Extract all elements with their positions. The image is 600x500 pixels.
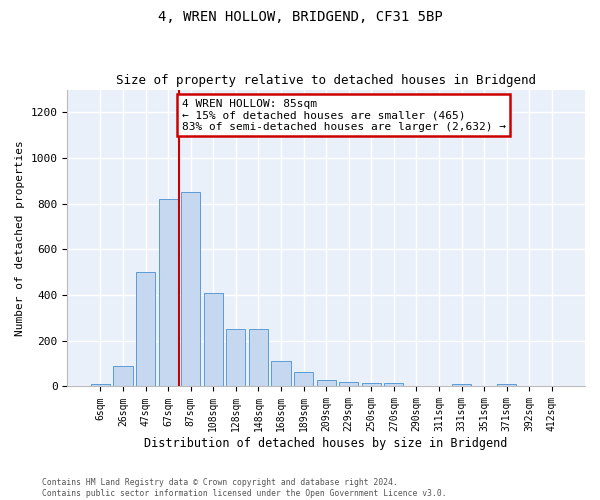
Bar	[317, 380, 336, 386]
Text: Contains HM Land Registry data © Crown copyright and database right 2024.
Contai: Contains HM Land Registry data © Crown c…	[42, 478, 446, 498]
Bar	[271, 362, 290, 386]
Y-axis label: Number of detached properties: Number of detached properties	[15, 140, 25, 336]
Bar	[203, 293, 223, 386]
Bar	[362, 383, 381, 386]
Bar	[158, 199, 178, 386]
Bar	[384, 383, 403, 386]
Bar	[91, 384, 110, 386]
Bar	[452, 384, 471, 386]
Title: Size of property relative to detached houses in Bridgend: Size of property relative to detached ho…	[116, 74, 536, 87]
Bar	[113, 366, 133, 386]
X-axis label: Distribution of detached houses by size in Bridgend: Distribution of detached houses by size …	[145, 437, 508, 450]
Text: 4, WREN HOLLOW, BRIDGEND, CF31 5BP: 4, WREN HOLLOW, BRIDGEND, CF31 5BP	[158, 10, 442, 24]
Bar	[181, 192, 200, 386]
Text: 4 WREN HOLLOW: 85sqm
← 15% of detached houses are smaller (465)
83% of semi-deta: 4 WREN HOLLOW: 85sqm ← 15% of detached h…	[182, 98, 506, 132]
Bar	[226, 330, 245, 386]
Bar	[249, 330, 268, 386]
Bar	[136, 272, 155, 386]
Bar	[294, 372, 313, 386]
Bar	[339, 382, 358, 386]
Bar	[497, 384, 517, 386]
